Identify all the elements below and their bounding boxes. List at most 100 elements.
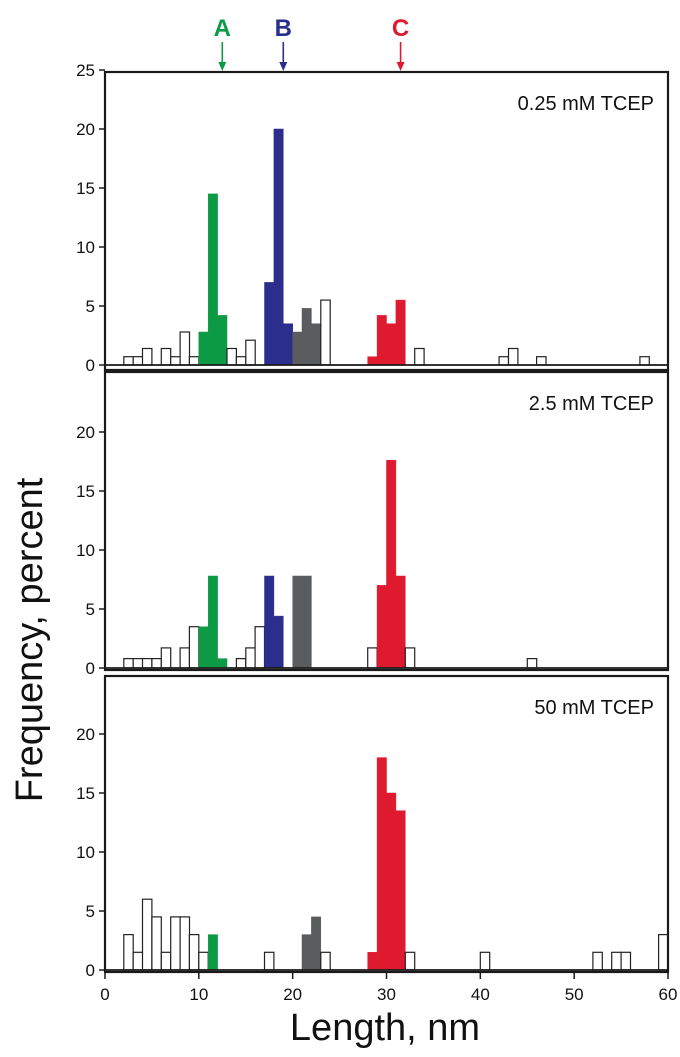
histogram-bar-open — [141, 347, 153, 366]
histogram-bar-open — [198, 951, 209, 971]
marker-arrowhead — [396, 62, 405, 71]
histogram-bar-open — [160, 951, 172, 971]
histogram-bar-open — [639, 356, 650, 366]
histogram-bar-b — [264, 282, 275, 366]
histogram-bar-open — [245, 647, 256, 669]
y-tick-label: 25 — [76, 61, 95, 80]
histogram-bar-open — [620, 951, 632, 971]
x-axis-label: Length, nm — [290, 1007, 480, 1049]
histogram-bar-open — [188, 356, 200, 366]
histogram-bar-open — [179, 331, 191, 366]
histogram-bar-b — [273, 615, 284, 669]
histogram-bar-c — [386, 323, 397, 366]
histogram-bar-c — [376, 757, 387, 971]
histogram-bar-open — [404, 647, 416, 669]
histogram-bar-open — [245, 339, 256, 366]
histogram-bar-open — [320, 299, 331, 366]
y-axis-label: Frequency, percent — [9, 477, 51, 802]
histogram-bar-open — [367, 647, 378, 669]
histogram-bar-b — [264, 575, 275, 669]
histogram-bar-open — [123, 356, 134, 366]
histogram-bar-open — [179, 647, 191, 669]
histogram-bar-open — [123, 933, 134, 971]
histogram-bar-gray — [292, 331, 303, 366]
y-tick-label: 10 — [76, 541, 95, 560]
histogram-bar-open — [226, 347, 237, 366]
histogram-bar-c — [395, 575, 406, 669]
panel-title: 50 mM TCEP — [534, 697, 654, 719]
histogram-bar-open — [507, 347, 519, 366]
y-tick-label: 15 — [76, 179, 95, 198]
histogram-bar-open — [188, 933, 200, 971]
histogram-bar-open — [132, 951, 144, 971]
histogram-bar-c — [376, 585, 387, 669]
y-tick-label: 0 — [86, 961, 95, 980]
histogram-bar-open — [123, 657, 134, 669]
histogram-bar-open — [188, 626, 200, 669]
histogram-bar-open — [592, 951, 603, 971]
y-tick-label: 20 — [76, 423, 95, 442]
histogram-bar-open — [611, 951, 622, 971]
x-tick-label: 30 — [377, 985, 396, 1004]
histogram-bar-open — [404, 951, 416, 971]
histogram-bar-open — [151, 916, 162, 971]
y-tick-label: 20 — [76, 120, 95, 139]
histogram-bar-open — [160, 647, 172, 669]
histogram-bar-a — [217, 315, 228, 366]
y-tick-label: 0 — [86, 356, 95, 375]
x-tick-label: 50 — [565, 985, 584, 1004]
histogram-bar-c — [395, 810, 406, 971]
marker-label-a: A — [214, 15, 231, 42]
y-tick-label: 5 — [86, 902, 95, 921]
histogram-bar-c — [395, 299, 406, 366]
panel-title: 0.25 mM TCEP — [518, 93, 654, 115]
y-tick-label: 10 — [76, 238, 95, 257]
histogram-bar-open — [179, 916, 191, 971]
marker-label-c: C — [392, 15, 409, 42]
histogram-bar-open — [254, 626, 266, 669]
histogram-bar-gray — [311, 323, 322, 366]
histogram-bar-c — [367, 356, 378, 366]
x-tick-label: 60 — [659, 985, 678, 1004]
x-tick-label: 10 — [189, 985, 208, 1004]
histogram-bar-a — [207, 575, 218, 669]
panel-title: 2.5 mM TCEP — [529, 393, 654, 415]
y-tick-label: 10 — [76, 843, 95, 862]
histogram-bar-b — [283, 323, 293, 366]
histogram-bar-a — [207, 193, 218, 366]
histogram-bar-gray — [301, 308, 312, 366]
y-tick-label: 15 — [76, 784, 95, 803]
histogram-bar-open — [160, 347, 172, 366]
histogram-bar-open — [235, 356, 247, 366]
histogram-bar-gray — [301, 934, 312, 971]
histogram-bar-b — [273, 128, 284, 366]
histogram-bar-open — [141, 898, 153, 971]
histogram-bar-open — [132, 356, 144, 366]
histogram-bar-a — [198, 626, 209, 669]
marker-label-b: B — [275, 15, 292, 42]
histogram-bar-open — [151, 657, 162, 669]
x-tick-label: 0 — [100, 985, 109, 1004]
histogram-bar-open — [132, 657, 144, 669]
panel-frame — [103, 370, 670, 672]
panel-frame — [103, 70, 670, 372]
histogram-bar-open — [170, 356, 181, 366]
histogram-bar-c — [386, 792, 397, 971]
histogram-bar-c — [367, 952, 378, 971]
histogram-bar-a — [217, 658, 228, 669]
marker-arrowhead — [279, 62, 288, 71]
histogram-bar-open — [535, 356, 547, 366]
histogram-bar-gray — [292, 575, 303, 669]
histogram-bar-open — [141, 657, 153, 669]
y-tick-label: 5 — [86, 600, 95, 619]
histogram-bar-gray — [301, 575, 312, 669]
histogram-bar-open — [263, 951, 275, 971]
histogram-bar-open — [498, 356, 510, 366]
y-tick-label: 20 — [76, 725, 95, 744]
histogram-bar-open — [170, 916, 181, 971]
marker-arrowhead — [218, 62, 227, 71]
histogram-bar-open — [414, 347, 425, 366]
histogram-bar-open — [657, 933, 669, 971]
